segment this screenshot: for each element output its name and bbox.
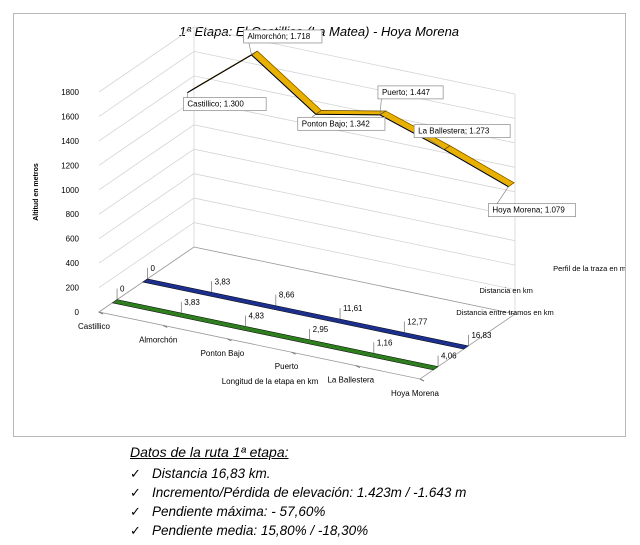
data-label: Hoya Morena; 1.079 [492,206,565,215]
gridline [98,148,516,217]
notes-title: Datos de la ruta 1ª etapa: [130,444,289,460]
y-tick-label: 1600 [61,112,79,121]
list-item: ✓ Distancia 16,83 km. [130,464,630,483]
gridline [98,246,516,315]
data-label-box [183,97,267,112]
x-tick-label: Castillico [78,322,111,331]
elevation-line [187,54,509,188]
list-item: ✓ Pendiente máxima: - 57,60% [130,502,630,521]
x-axis-label: Longitud de la etapa en km [222,377,319,386]
x-tick-label: Almorchón [139,335,177,344]
list-item: ✓ Pendiente media: 15,80% / -18,30% [130,521,630,540]
data-label: 3,83 [215,277,231,286]
check-icon: ✓ [130,485,141,500]
series-distance-ribbon [142,278,470,350]
data-label: 0 [120,285,125,294]
y-tick-label: 1400 [61,137,79,146]
data-label: 0 [150,264,155,273]
data-label: 3,83 [184,298,200,307]
series-elevation: Castillico; 1.300 Almorchón; 1.718 Ponton … [183,29,576,218]
x-tick [419,378,425,382]
data-label: 1,16 [377,338,393,347]
data-label-box [377,85,444,100]
y-tick-label: 1200 [61,161,79,170]
legend-entry: Perfil de la traza en metros [553,264,625,273]
note-text: Pendiente máxima: - 57,60% [152,504,326,519]
legend-entry: Distancia entre tramos en km [456,308,554,317]
data-label: 2,95 [313,325,329,334]
gridline [98,222,516,290]
data-label-box [243,29,323,44]
note-text: Distancia 16,83 km. [152,466,271,481]
check-icon: ✓ [130,466,141,481]
x-tick-label: Hoya Morena [391,389,440,398]
y-tick-label: 1000 [61,186,79,195]
gridline [98,173,516,242]
data-label: 12,77 [407,317,428,326]
y-tick-label: 200 [66,284,80,293]
series-segment-distance: 0 3,83 4,83 2,95 1,16 4,06 [111,285,457,371]
x-tick-label: Ponton Bajo [201,349,245,358]
y-tick-label: 1800 [61,88,79,97]
x-tick [291,351,296,355]
gridline [98,197,516,266]
y-tick-label: 0 [75,308,80,317]
route-notes: Datos de la ruta 1ª etapa: ✓ Distancia 16… [130,444,630,540]
note-text: Incremento/Pérdida de elevación: 1.423m … [152,485,467,500]
data-label: Castillico; 1.300 [187,100,244,109]
y-axis-label: Altitud en metros [33,163,40,221]
data-label: Puerto; 1.447 [382,88,431,97]
data-label: Almorchón; 1.718 [248,32,311,41]
data-label: Ponton Bajo; 1.342 [302,119,371,128]
notes-list: ✓ Distancia 16,83 km. ✓ Incremento/Pérdida… [130,464,630,540]
series-distance: 0 3,83 8,66 11,61 12,77 16,83 [142,264,492,350]
y-tick-label: 800 [66,210,80,219]
data-label-box [488,203,576,218]
legend-entry: Distancia en km [480,286,533,295]
data-label: 16,83 [471,331,492,340]
data-label: 8,66 [279,291,295,300]
note-text: Pendiente media: 15,80% / -18,30% [152,523,369,538]
chart-svg: 1ª Etapa: El Castillico (La Matea) - Hoy… [33,24,625,398]
data-label-box [297,116,386,131]
list-item: ✓ Incremento/Pérdida de elevación: 1.423m… [130,483,630,502]
data-label: 11,61 [343,304,363,313]
x-tick [162,324,168,328]
data-label: La Ballestera; 1.273 [418,127,490,136]
check-icon: ✓ [130,504,141,519]
x-tick [98,311,104,315]
check-icon: ✓ [130,523,141,538]
chart-frame: 1ª Etapa: El Castillico (La Matea) - Hoy… [13,13,626,437]
data-label: 4,06 [441,352,457,361]
elevation-segment [443,145,515,188]
x-tick-label: La Ballestera [327,376,374,385]
y-tick-label: 600 [66,235,80,244]
x-tick [227,338,232,342]
x-tick-label: Puerto [275,362,299,371]
gridline [98,50,516,119]
data-label: 4,83 [248,311,264,320]
data-label-box [413,124,511,138]
x-tick [355,365,361,369]
floor [97,246,517,380]
y-tick-label: 400 [66,259,80,268]
